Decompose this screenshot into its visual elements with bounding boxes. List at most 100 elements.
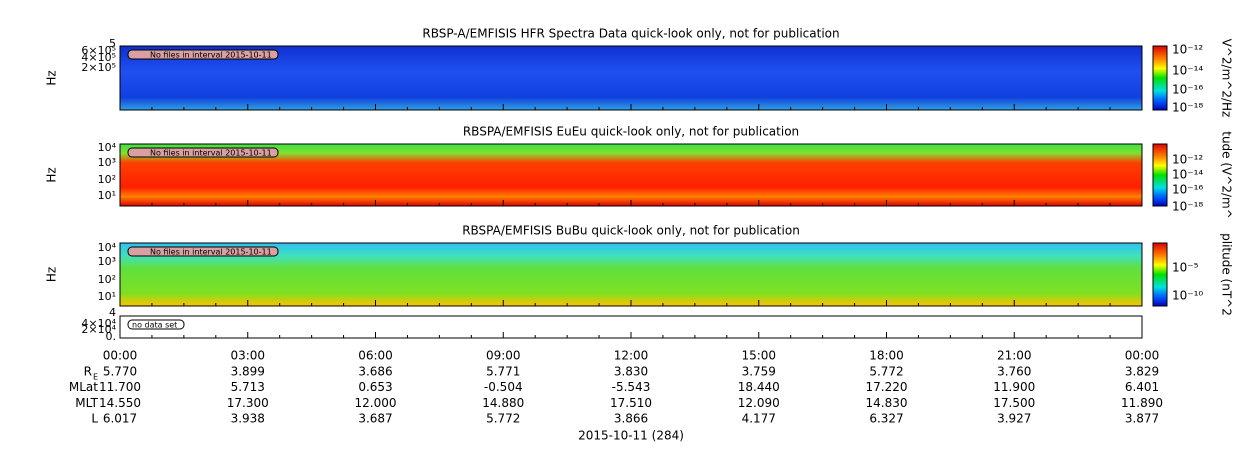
colorbar-tick-label: 10⁻¹⁴ <box>1172 168 1203 182</box>
panel-title: RBSP-A/EMFISIS HFR Spectra Data quick-lo… <box>422 27 839 41</box>
ephemeris-value: 3.877 <box>1125 412 1159 426</box>
spectrogram <box>119 45 1143 111</box>
ephemeris-value: 3.760 <box>997 365 1031 379</box>
ephemeris-value: 6.401 <box>1125 380 1159 394</box>
ephemeris-value: 12.090 <box>738 396 780 410</box>
spectrogram <box>119 143 1143 207</box>
y-tick-label: 4×10⁴ <box>81 317 116 330</box>
ephemeris-value: 18.440 <box>738 380 780 394</box>
colorbar-tick-label: 10⁻¹² <box>1172 153 1203 167</box>
ephemeris-value: 12.000 <box>355 396 397 410</box>
ephemeris-value: 3.938 <box>231 412 265 426</box>
x-tick-label: 09:00 <box>486 349 521 363</box>
ephemeris-value: 3.686 <box>358 365 392 379</box>
y-tick-label: 4×10⁵ <box>81 51 116 64</box>
ephemeris-value: 5.772 <box>869 365 903 379</box>
ephemeris-label: R <box>84 365 92 379</box>
y-tick-label: 10² <box>98 173 116 186</box>
x-tick-label: 12:00 <box>614 349 649 363</box>
ephemeris-label: MLat <box>69 380 98 394</box>
ephemeris-value: 0.653 <box>358 380 392 394</box>
ephemeris-value: 11.900 <box>993 380 1035 394</box>
y-axis-label: Hz <box>45 70 59 85</box>
ephemeris-value: 17.500 <box>993 396 1035 410</box>
colorbar-label: tude (V^2/m^ <box>1220 131 1234 219</box>
x-tick-label: 15:00 <box>741 349 776 363</box>
ephemeris-value: 3.687 <box>358 412 392 426</box>
y-tick-label: 5 <box>109 37 116 50</box>
note: No files in interval 2015-10-11 <box>150 248 272 257</box>
ephemeris-label: L <box>91 412 98 426</box>
ephemeris-value: 17.300 <box>227 396 269 410</box>
y-axis-label: Hz <box>45 167 59 182</box>
ephemeris-value: 17.510 <box>610 396 652 410</box>
y-tick-label: 10⁴ <box>98 141 117 154</box>
note: No files in interval 2015-10-11 <box>150 149 272 158</box>
colorbar-tick-label: 10⁻⁵ <box>1172 261 1199 275</box>
colorbar <box>1152 242 1168 307</box>
colorbar-tick-label: 10⁻¹⁸ <box>1172 101 1203 115</box>
y-tick-label: 2×10⁵ <box>81 61 116 74</box>
colorbar-tick-label: 10⁻¹⁰ <box>1172 289 1203 303</box>
ephemeris-value: -5.543 <box>612 380 651 394</box>
note-box <box>127 319 185 330</box>
colorbar-label: plitude (nT^2 <box>1220 233 1234 316</box>
x-tick-label: 21:00 <box>997 349 1032 363</box>
ephemeris-value: 3.829 <box>1125 365 1159 379</box>
y-axis-label: Hz <box>45 267 59 282</box>
note-box <box>127 49 279 60</box>
ephemeris-value: 3.759 <box>742 365 776 379</box>
y-tick-label: 10² <box>98 273 116 286</box>
colorbar-tick-label: 10⁻¹⁸ <box>1172 200 1203 214</box>
note-box <box>127 246 279 257</box>
ephemeris-value: 14.830 <box>866 396 908 410</box>
colorbar-tick-label: 10⁻¹⁴ <box>1172 64 1203 78</box>
x-tick-label: 00:00 <box>103 349 138 363</box>
y-tick-label: 0. <box>106 330 117 343</box>
y-tick-label: 10¹ <box>98 189 116 202</box>
ephemeris-value: 3.830 <box>614 365 648 379</box>
ephemeris-value: 11.700 <box>99 380 141 394</box>
note-box <box>127 147 279 158</box>
x-tick-label: 03:00 <box>230 349 265 363</box>
x-tick-label: 06:00 <box>358 349 393 363</box>
ephemeris-value: 14.550 <box>99 396 141 410</box>
ephemeris-value: -0.504 <box>484 380 523 394</box>
colorbar <box>1152 45 1168 111</box>
y-tick-label: 10³ <box>98 255 116 268</box>
y-tick-label: 6×10⁵ <box>81 44 116 57</box>
x-tick-label: 00:00 <box>1125 349 1160 363</box>
ephemeris-value: 5.770 <box>103 365 137 379</box>
x-tick-label: 18:00 <box>869 349 904 363</box>
ephemeris-value: 11.890 <box>1121 396 1163 410</box>
x-axis-label: 2015-10-11 (284) <box>578 429 684 443</box>
note: no data set <box>132 321 177 330</box>
colorbar <box>1152 143 1168 207</box>
ephemeris-label: MLT <box>75 396 98 410</box>
colorbar-tick-label: 10⁻¹⁶ <box>1172 83 1203 97</box>
ephemeris-value: 4.177 <box>742 412 776 426</box>
spectrogram <box>119 242 1143 307</box>
y-tick-label: 4 <box>109 306 116 319</box>
ephemeris-value: 5.771 <box>486 365 520 379</box>
ephemeris-value: 5.772 <box>486 412 520 426</box>
colorbar-tick-label: 10⁻¹⁶ <box>1172 183 1203 197</box>
ephemeris-value: 17.220 <box>866 380 908 394</box>
ephemeris-value: 3.866 <box>614 412 648 426</box>
y-tick-label: 10³ <box>98 156 116 169</box>
note: No files in interval 2015-10-11 <box>150 51 272 60</box>
y-tick-label: 10⁴ <box>98 241 117 254</box>
y-tick-label: 10¹ <box>98 290 116 303</box>
colorbar-tick-label: 10⁻¹² <box>1172 43 1203 57</box>
colorbar-label: V^2/m^2/Hz <box>1220 39 1234 118</box>
panel-title: RBSPA/EMFISIS EuEu quick-look only, not … <box>463 125 799 139</box>
ephemeris-value: 3.927 <box>997 412 1031 426</box>
ephemeris-value: 6.017 <box>103 412 137 426</box>
ephemeris-label-sub: E <box>93 373 98 382</box>
y-tick-label: 2×10⁴ <box>81 323 116 336</box>
ephemeris-value: 14.880 <box>482 396 524 410</box>
ephemeris-value: 6.327 <box>869 412 903 426</box>
panel-title: RBSPA/EMFISIS BuBu quick-look only, not … <box>462 224 800 238</box>
ephemeris-value: 3.899 <box>231 365 265 379</box>
